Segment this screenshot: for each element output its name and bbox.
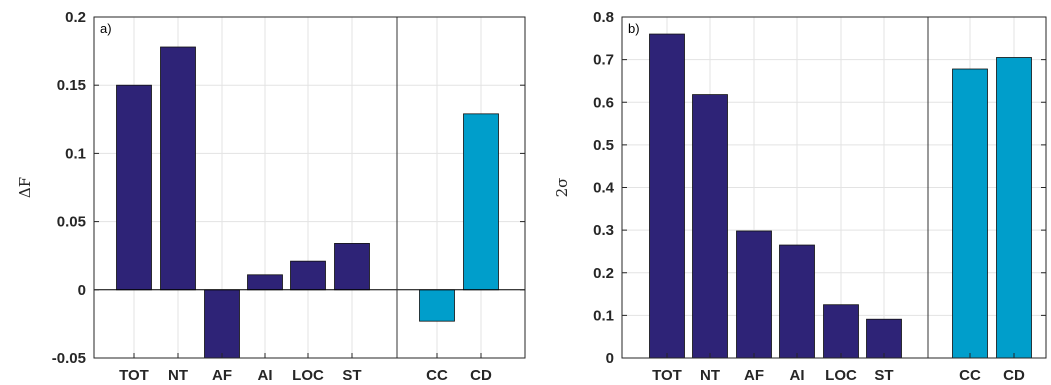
- y-tick-label: 0.2: [65, 9, 86, 26]
- x-tick-label: AI: [258, 367, 273, 384]
- y-tick-label: 0.8: [593, 9, 614, 26]
- x-tick-label: AF: [744, 367, 764, 384]
- bar-loc: [823, 304, 859, 359]
- bar-cd: [463, 113, 499, 291]
- y-axis-label: 2σ: [553, 178, 571, 198]
- x-tick-label: LOC: [292, 367, 324, 384]
- y-tick-label: 0.1: [65, 145, 86, 162]
- x-tick-label: NT: [168, 367, 188, 384]
- x-tick-label: CC: [959, 367, 981, 384]
- bar-cd: [996, 57, 1032, 359]
- y-tick-label: 0.2: [593, 265, 614, 282]
- bar-cc: [419, 289, 455, 322]
- y-tick-label: 0.15: [57, 77, 86, 94]
- x-tick-label: LOC: [825, 367, 857, 384]
- panel-label: b): [628, 21, 640, 36]
- y-axis-label: ΔF: [16, 177, 34, 198]
- bar-loc: [290, 260, 326, 291]
- y-tick-label: 0: [78, 282, 86, 299]
- y-tick-label: 0.4: [593, 180, 615, 197]
- y-tick-label: -0.05: [52, 350, 86, 367]
- x-tick-label: TOT: [119, 367, 149, 384]
- y-tick-label: 0.7: [593, 52, 614, 69]
- bar-st: [866, 318, 902, 359]
- y-tick-label: 0.05: [57, 214, 86, 231]
- x-tick-label: ST: [874, 367, 893, 384]
- panel-b: 0 0.1 0.2 0.3 0.4 0.5 0.6 0.7 0.8 TOT NT AF AI LOC ST C…: [553, 9, 1047, 384]
- bar-ai: [247, 274, 283, 291]
- y-tick-label: 0: [606, 350, 614, 367]
- bar-nt: [692, 94, 728, 359]
- y-tick-label: 0.6: [593, 94, 614, 111]
- bar-tot: [649, 33, 685, 359]
- y-tick-label: 0.3: [593, 222, 614, 239]
- panel-a: -0.05 0 0.05 0.1 0.15 0.2 TOT NT AF AI LOC ST CC CD ΔF…: [16, 9, 526, 384]
- x-tick-label: AF: [212, 367, 232, 384]
- y-tick-label: 0.5: [593, 137, 614, 154]
- x-tick-label: NT: [700, 367, 720, 384]
- bar-tot: [116, 84, 152, 291]
- x-tick-label: TOT: [652, 367, 682, 384]
- bar-af: [736, 230, 772, 359]
- panel-label: a): [100, 21, 112, 36]
- x-tick-label: CD: [1003, 367, 1025, 384]
- x-tick-label: ST: [342, 367, 361, 384]
- bar-st: [334, 243, 370, 291]
- x-tick-label: CD: [470, 367, 492, 384]
- bar-af: [204, 289, 240, 359]
- axes-box: [93, 16, 526, 359]
- y-tick-label: 0.1: [593, 307, 614, 324]
- bar-ai: [779, 244, 815, 359]
- bar-cc: [952, 68, 988, 359]
- x-tick-label: AI: [790, 367, 805, 384]
- bar-nt: [160, 46, 196, 291]
- x-tick-label: CC: [426, 367, 448, 384]
